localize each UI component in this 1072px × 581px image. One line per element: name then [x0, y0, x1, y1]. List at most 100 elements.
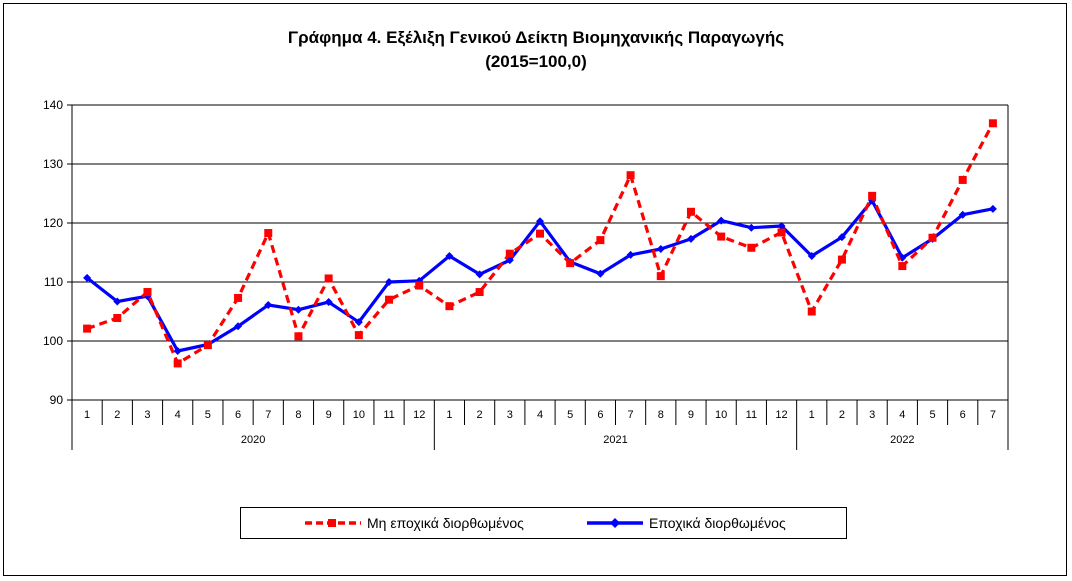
x-tick-label-year-2022: 2022: [890, 434, 914, 446]
data-point-seasonally-adjusted: [385, 278, 394, 286]
x-tick-label-month: 4: [537, 409, 543, 421]
data-point-non-seasonally-adjusted: [294, 332, 303, 341]
x-tick-label-month: 3: [507, 409, 513, 421]
data-point-seasonally-adjusted: [354, 318, 363, 327]
data-point-seasonally-adjusted: [656, 244, 665, 253]
x-tick-label-month: 9: [326, 409, 332, 421]
data-point-seasonally-adjusted: [958, 210, 967, 219]
x-tick-label-month: 1: [84, 409, 90, 421]
chart-title-line-2: (2015=100,0): [485, 52, 587, 71]
data-point-seasonally-adjusted: [294, 305, 303, 314]
data-point-non-seasonally-adjusted: [566, 259, 575, 268]
legend: Μη εποχικά διορθωμένος Εποχικά διορθωμέν…: [240, 507, 847, 539]
data-point-non-seasonally-adjusted: [475, 288, 484, 297]
data-point-non-seasonally-adjusted: [988, 119, 997, 128]
data-point-non-seasonally-adjusted: [415, 281, 424, 290]
x-tick-label-month: 5: [205, 409, 211, 421]
data-point-seasonally-adjusted: [445, 252, 454, 261]
data-point-non-seasonally-adjusted: [264, 229, 273, 238]
y-tick-label-90: 90: [50, 393, 64, 407]
data-point-non-seasonally-adjusted: [596, 236, 605, 245]
data-point-seasonally-adjusted: [626, 250, 635, 259]
x-tick-label-month: 2: [114, 409, 120, 421]
chart-title-line-1: Γράφημα 4. Εξέλιξη Γενικού Δείκτη Βιομηχ…: [287, 28, 785, 47]
data-point-non-seasonally-adjusted: [928, 233, 937, 242]
data-point-seasonally-adjusted: [113, 297, 122, 306]
data-point-non-seasonally-adjusted: [445, 302, 454, 311]
x-tick-label-month: 3: [144, 409, 150, 421]
data-point-seasonally-adjusted: [777, 221, 786, 230]
y-tick-label-140: 140: [43, 98, 63, 112]
x-tick-label-month: 8: [658, 409, 664, 421]
x-tick-label-month: 2: [477, 409, 483, 421]
data-point-non-seasonally-adjusted: [626, 171, 635, 180]
x-tick-label-month: 6: [235, 409, 241, 421]
data-point-seasonally-adjusted: [173, 347, 182, 356]
x-tick-label-month: 3: [869, 409, 875, 421]
y-tick-label-130: 130: [43, 157, 63, 171]
data-point-non-seasonally-adjusted: [203, 341, 212, 350]
data-point-seasonally-adjusted: [264, 301, 273, 310]
data-point-seasonally-adjusted: [686, 234, 695, 243]
x-tick-label-month: 9: [688, 409, 694, 421]
data-point-non-seasonally-adjusted: [536, 229, 544, 238]
series-line-non-seasonally-adjusted: [86, 122, 995, 365]
x-tick-label-year-2021: 2021: [603, 434, 627, 446]
x-tick-label-month: 6: [597, 409, 603, 421]
data-point-non-seasonally-adjusted: [868, 191, 877, 200]
data-point-seasonally-adjusted: [807, 252, 816, 261]
legend-swatch-red-dashed: [305, 519, 361, 527]
x-tick-label-month: 8: [295, 409, 301, 421]
legend-item-non-seasonally-adjusted: Μη εποχικά διορθωμένος: [303, 508, 524, 538]
data-point-non-seasonally-adjusted: [958, 175, 967, 184]
x-tick-label-month: 12: [775, 409, 787, 421]
chart-frame: [3, 3, 1067, 576]
data-point-seasonally-adjusted: [536, 217, 544, 226]
x-tick-label-month: 1: [446, 409, 452, 421]
x-tick-label-month: 5: [929, 409, 935, 421]
data-point-non-seasonally-adjusted: [354, 331, 363, 340]
data-point-seasonally-adjusted: [596, 269, 605, 278]
x-tick-label-month: 7: [265, 409, 271, 421]
data-point-non-seasonally-adjusted: [656, 272, 665, 281]
x-tick-label-month: 10: [353, 409, 365, 421]
legend-item-seasonally-adjusted: Εποχικά διορθωμένος: [585, 508, 786, 538]
data-point-seasonally-adjusted: [747, 223, 756, 232]
series-lines: [83, 119, 997, 368]
data-point-seasonally-adjusted: [324, 298, 333, 307]
data-point-non-seasonally-adjusted: [807, 307, 816, 316]
x-tick-label-year-2020: 2020: [241, 434, 265, 446]
x-tick-label-month: 7: [990, 409, 996, 421]
data-point-non-seasonally-adjusted: [113, 313, 122, 322]
data-point-seasonally-adjusted: [475, 270, 484, 279]
legend-label-seasonally-adjusted: Εποχικά διορθωμένος: [649, 515, 786, 531]
data-point-non-seasonally-adjusted: [747, 243, 756, 252]
data-point-non-seasonally-adjusted: [83, 324, 92, 333]
x-tick-label-month: 7: [628, 409, 634, 421]
legend-swatch-blue-solid: [587, 518, 643, 528]
data-point-seasonally-adjusted: [234, 322, 243, 331]
y-tick-label-100: 100: [43, 334, 63, 348]
x-tick-label-month: 10: [715, 409, 727, 421]
data-point-seasonally-adjusted: [837, 233, 846, 242]
data-point-non-seasonally-adjusted: [686, 207, 695, 216]
x-tick-label-month: 11: [383, 409, 394, 421]
data-point-non-seasonally-adjusted: [234, 293, 243, 302]
x-tick-label-month: 5: [567, 409, 573, 421]
data-point-non-seasonally-adjusted: [385, 295, 394, 304]
x-tick-label-month: 4: [175, 409, 181, 421]
data-point-non-seasonally-adjusted: [143, 288, 152, 297]
data-point-non-seasonally-adjusted: [173, 359, 182, 368]
data-point-non-seasonally-adjusted: [837, 255, 846, 264]
x-tick-label-month: 6: [960, 409, 966, 421]
legend-label-non-seasonally-adjusted: Μη εποχικά διορθωμένος: [367, 515, 524, 531]
data-point-non-seasonally-adjusted: [898, 262, 907, 271]
y-tick-label-110: 110: [44, 275, 63, 289]
data-point-non-seasonally-adjusted: [717, 232, 726, 241]
data-point-seasonally-adjusted: [988, 204, 997, 213]
x-tick-label-month: 11: [746, 409, 757, 421]
x-tick-label-month: 1: [809, 409, 815, 421]
x-tick-label-month: 2: [839, 409, 845, 421]
data-point-non-seasonally-adjusted: [505, 249, 514, 258]
